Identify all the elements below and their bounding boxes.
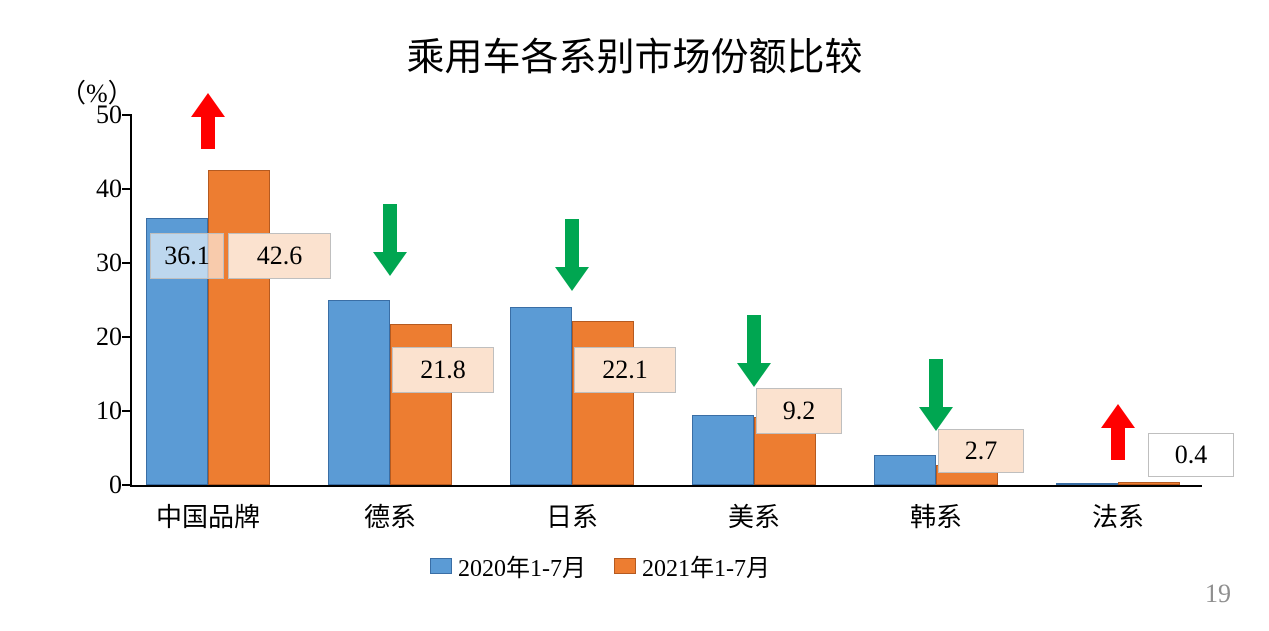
legend-swatch-2020	[430, 558, 452, 574]
y-tick-label: 20	[76, 322, 122, 352]
legend-item-2020: 2020年1-7月	[430, 548, 586, 583]
legend-swatch-2021	[614, 558, 636, 574]
x-axis-label: 韩系	[856, 497, 1016, 534]
bar	[572, 321, 634, 485]
y-tick-label: 50	[76, 100, 122, 130]
page-number: 19	[1205, 579, 1231, 609]
plot-area: 01020304050中国品牌德系日系美系韩系法系36.142.621.822.…	[130, 115, 1202, 487]
bar	[1056, 483, 1118, 485]
bar	[510, 307, 572, 485]
bar	[208, 170, 270, 485]
x-axis-label: 中国品牌	[128, 497, 288, 534]
legend-item-2021: 2021年1-7月	[614, 548, 770, 583]
x-axis-label: 法系	[1038, 497, 1198, 534]
bar	[936, 465, 998, 485]
bar-group: 美系	[692, 115, 816, 485]
x-axis-label: 德系	[310, 497, 470, 534]
bar	[754, 417, 816, 485]
x-axis-label: 日系	[492, 497, 652, 534]
y-tick-label: 0	[76, 470, 122, 500]
legend-label-2021: 2021年1-7月	[642, 548, 770, 583]
bar-group: 日系	[510, 115, 634, 485]
bar	[1118, 482, 1180, 485]
bar-group: 法系	[1056, 115, 1180, 485]
x-axis-label: 美系	[674, 497, 834, 534]
bar-group: 中国品牌	[146, 115, 270, 485]
chart-title: 乘用车各系别市场份额比较	[0, 26, 1269, 81]
bar	[146, 218, 208, 485]
y-tick-label: 10	[76, 396, 122, 426]
bar-group: 韩系	[874, 115, 998, 485]
legend: 2020年1-7月 2021年1-7月	[430, 548, 770, 583]
bar	[390, 324, 452, 485]
chart-container: 乘用车各系别市场份额比较 （%） 01020304050中国品牌德系日系美系韩系…	[0, 0, 1269, 631]
bar-group: 德系	[328, 115, 452, 485]
y-tick-label: 30	[76, 248, 122, 278]
bar	[874, 455, 936, 485]
bar	[692, 415, 754, 485]
bar	[328, 300, 390, 485]
y-tick-label: 40	[76, 174, 122, 204]
legend-label-2020: 2020年1-7月	[458, 548, 586, 583]
